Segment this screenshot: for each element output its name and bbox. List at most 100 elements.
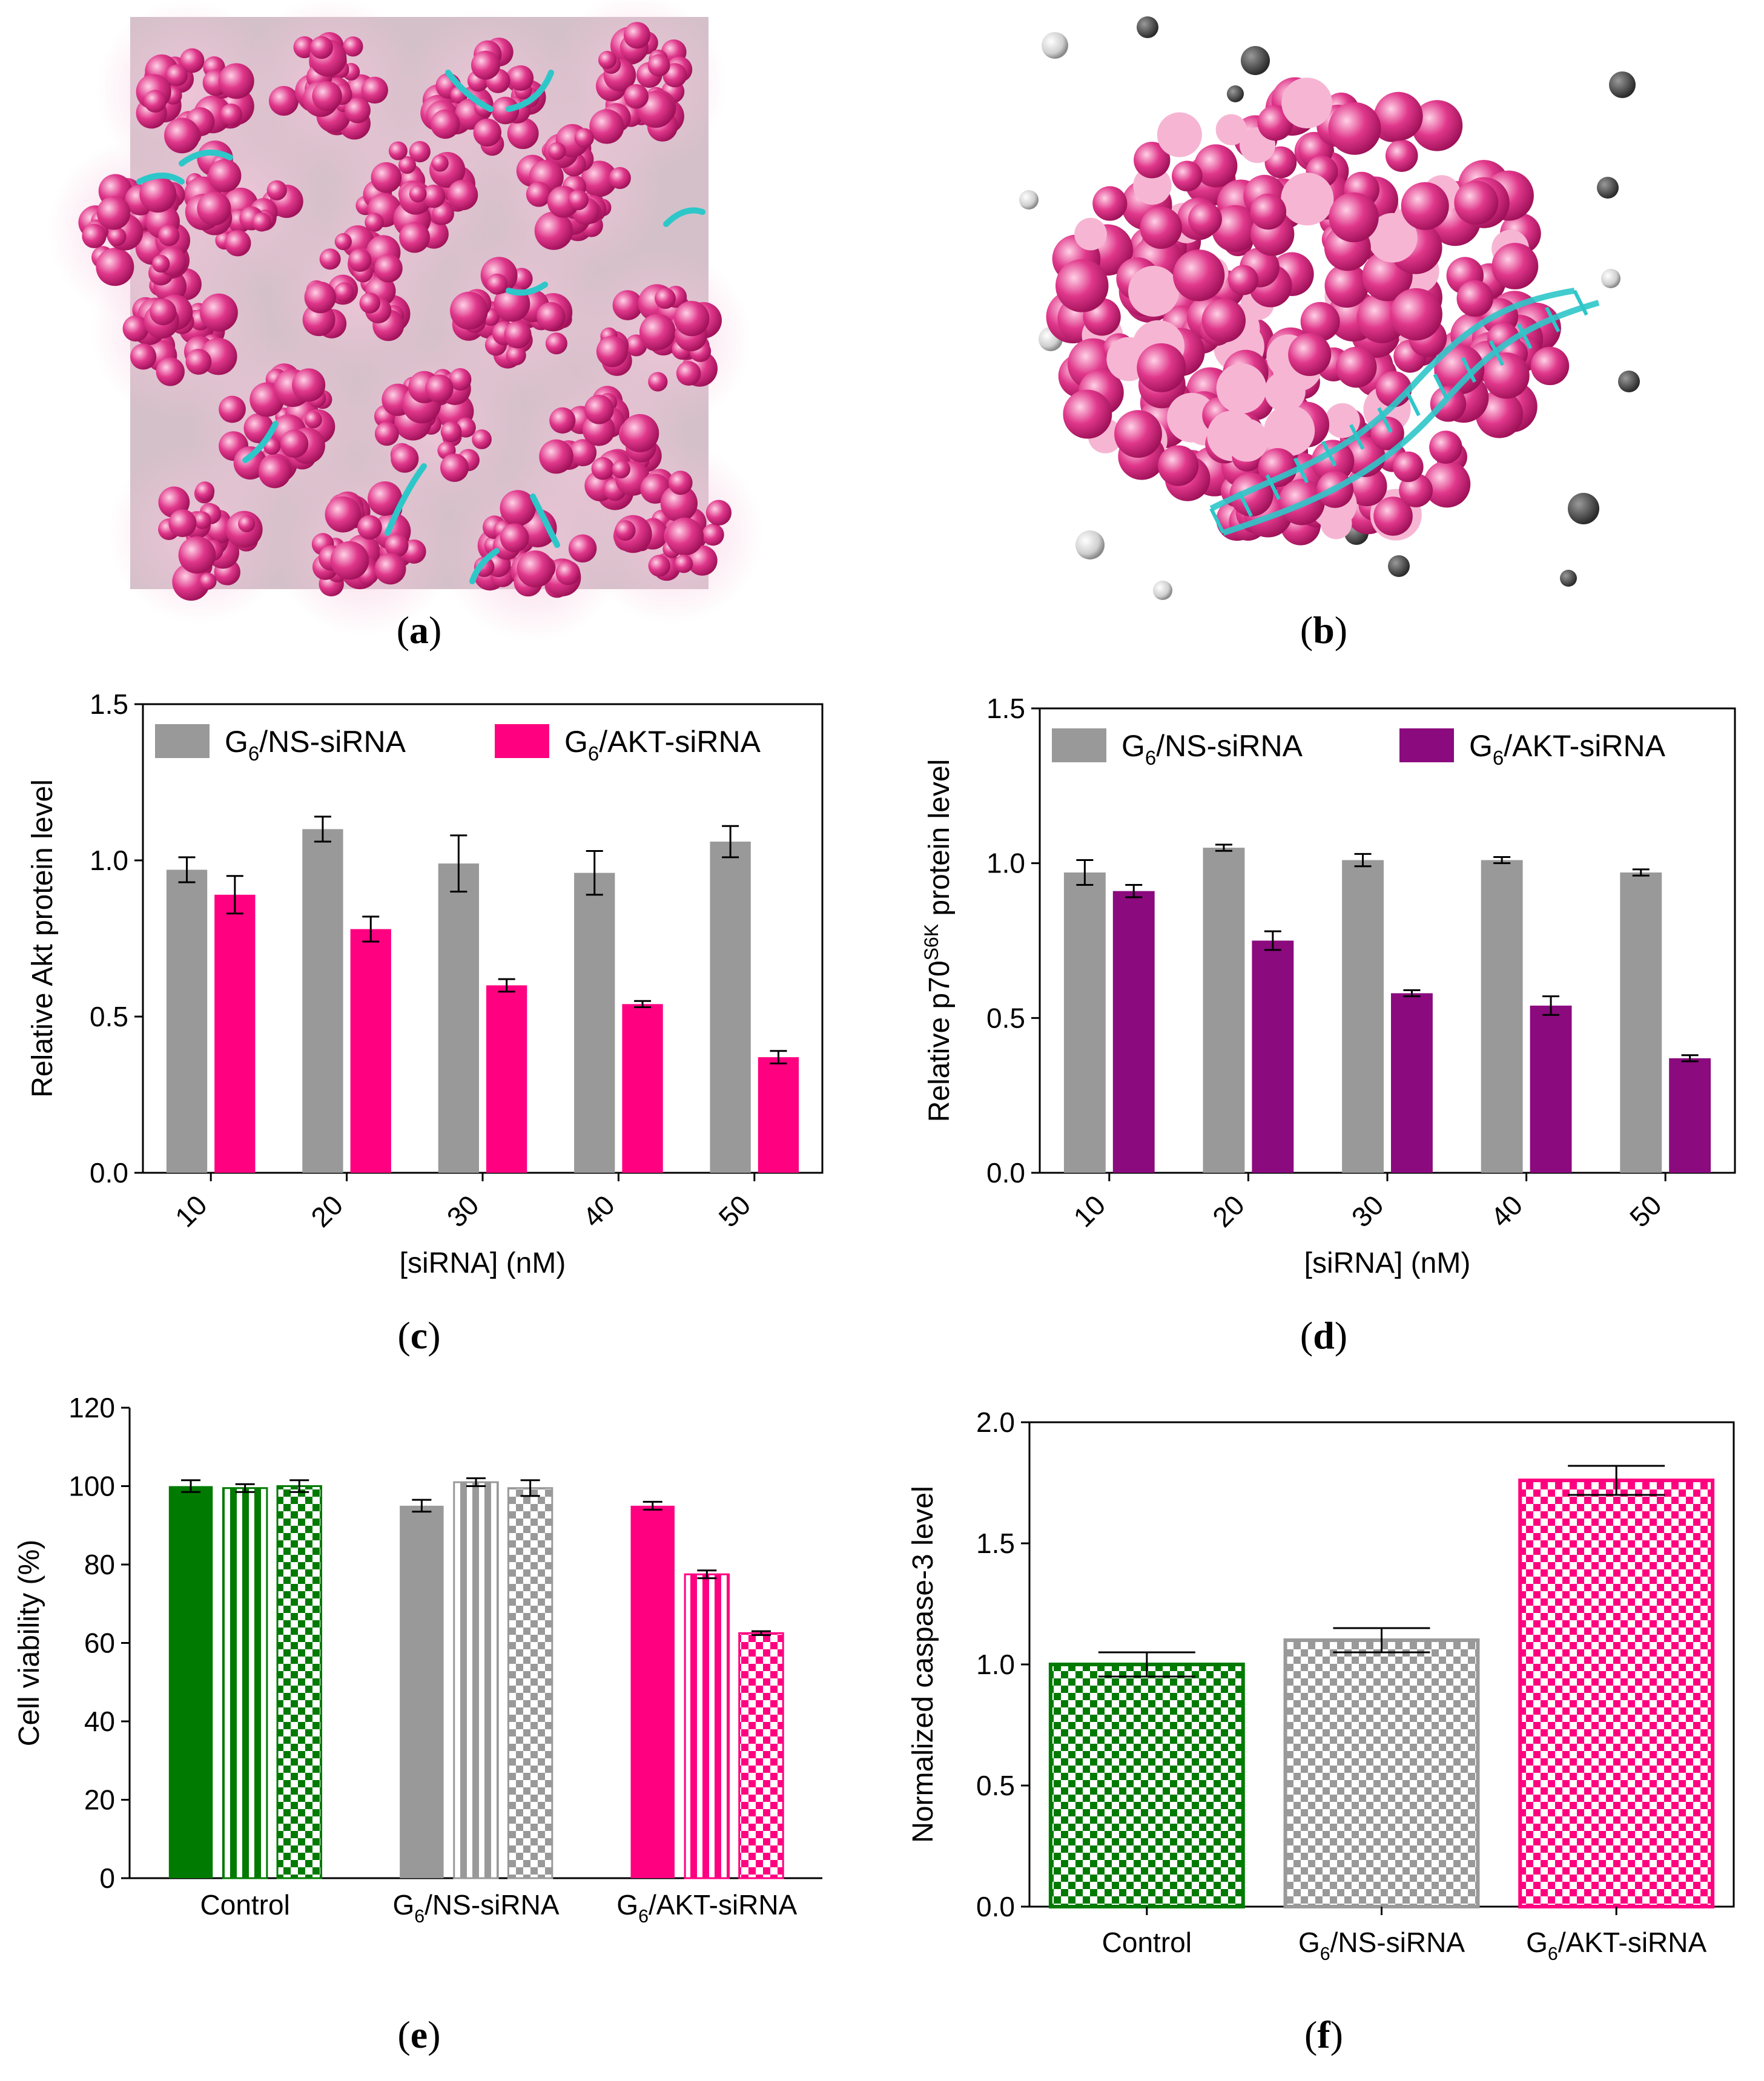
dendrimer-bead xyxy=(584,394,614,424)
sirna-base-pair xyxy=(1377,407,1393,434)
bar-akt-sirna-20 xyxy=(350,929,391,1173)
panel-label-b-letter: b xyxy=(1313,608,1335,651)
counter-ion-sphere xyxy=(1075,530,1105,559)
panel-label-f-letter: f xyxy=(1317,2013,1330,2056)
dendrimer-bead xyxy=(409,185,427,203)
dendrimer-bead xyxy=(238,515,256,533)
dendrimer-bead xyxy=(399,222,430,253)
dendrimer-bead xyxy=(292,368,326,402)
dendrimer-bead xyxy=(598,50,616,69)
xtick-label-g6-ns-sirna: G6/NS-siRNA xyxy=(1298,1927,1465,1964)
xtick-label-g6-akt-sirna-prefix: G xyxy=(1526,1927,1548,1958)
dendrimer-bead xyxy=(233,446,267,480)
error-bar-ns-sirna-50 xyxy=(1632,868,1650,877)
dendrimer-bead xyxy=(293,36,315,59)
dendrimer-bead xyxy=(305,411,322,429)
xtick-label-50: 50 xyxy=(712,1189,756,1233)
error-bar-ns-sirna-30 xyxy=(1354,853,1372,868)
dendrimer-bead xyxy=(1264,371,1306,412)
bar-akt-sirna-40 xyxy=(622,1004,663,1173)
sirna-base-pair xyxy=(1545,306,1561,333)
y-axis-label-tail: protein level xyxy=(923,759,956,924)
bar-ns-sirna-50 xyxy=(710,842,751,1173)
counter-ion-sphere xyxy=(1042,32,1068,59)
bar-ns-sirna-10 xyxy=(166,869,208,1173)
bar-g6-akt-sirna-stripes xyxy=(684,1573,730,1879)
counter-ion-sphere xyxy=(1601,269,1620,288)
dendrimer-bead xyxy=(219,395,246,423)
xtick-label-g6-ns-sirna-suffix: /NS-siRNA xyxy=(1330,1927,1465,1958)
dendrimer-bead xyxy=(623,22,651,49)
sirna-strand xyxy=(445,70,494,112)
sirna-strand xyxy=(663,207,705,227)
dendrimer-bead xyxy=(504,321,532,349)
legend-label-ns-sirna-suffix: /NS-siRNA xyxy=(259,725,406,759)
dendrimer-bead xyxy=(647,54,670,77)
dendrimer-bead xyxy=(1393,451,1424,483)
counter-ion-sphere xyxy=(1388,555,1410,577)
dendrimer-bead xyxy=(1055,259,1109,312)
dendrimer-bead xyxy=(486,273,508,295)
dendrimer-bead xyxy=(1434,344,1485,395)
dendrimer-bead xyxy=(705,500,732,526)
y-axis-label-base: Relative p70 xyxy=(923,960,956,1122)
dendrimer-bead xyxy=(374,254,403,283)
dendrimer-bead xyxy=(1133,166,1172,205)
dendrimer-bead xyxy=(425,374,454,403)
xtick-label-10: 10 xyxy=(1067,1189,1111,1233)
sirna-base-pair xyxy=(1488,340,1505,366)
panel-label-c-letter: c xyxy=(411,1314,428,1357)
error-bar-stripes xyxy=(697,1569,717,1580)
dendrimer-bead xyxy=(702,523,724,546)
dendrimer-bead xyxy=(385,533,409,558)
dendrimer-bead xyxy=(218,63,254,99)
dendrimer-bead xyxy=(200,293,238,332)
dendrimer-bead xyxy=(660,484,698,522)
dendrimer-bead xyxy=(687,545,718,576)
error-bar-checker xyxy=(289,1479,309,1493)
dendrimer-cluster xyxy=(183,140,303,257)
legend-label-ns-sirna-sub: 6 xyxy=(1145,747,1156,769)
dendrimer-bead xyxy=(612,460,630,479)
dendrimer-bead xyxy=(1216,363,1267,414)
dendrimer-bead xyxy=(674,554,693,573)
error-bar-g6-ns-sirna xyxy=(1333,1627,1430,1654)
dendrimer-bead xyxy=(1225,418,1269,462)
dendrimer-bead xyxy=(280,429,309,458)
legend-label-akt-sirna: G6/AKT-siRNA xyxy=(564,725,761,765)
dendrimer-bead xyxy=(391,444,419,473)
error-bar-ns-sirna-10 xyxy=(178,856,196,883)
dendrimer-bead xyxy=(1250,193,1287,230)
d-ytick-label: 0.0 xyxy=(986,1157,1025,1189)
error-bar-checker xyxy=(520,1479,540,1497)
dendrimer-bead xyxy=(545,332,567,355)
dendrimer-bead xyxy=(144,90,167,113)
error-bar-ns-sirna-10 xyxy=(1076,859,1094,886)
dendrimer-bead xyxy=(1074,217,1107,251)
error-bar-akt-sirna-30 xyxy=(1403,989,1421,998)
dendrimer-bead xyxy=(612,290,643,320)
dendrimer-bead xyxy=(208,159,242,193)
dendrimer-bead xyxy=(334,282,354,302)
dendrimer-bead xyxy=(1370,417,1404,450)
dendrimer-bead xyxy=(1429,430,1462,464)
sirna-base-pair xyxy=(1321,440,1337,467)
xtick-label-g6-akt-sirna-suffix: /AKT-siRNA xyxy=(649,1889,798,1921)
dendrimer-body xyxy=(1046,77,1570,546)
bar-akt-sirna-10 xyxy=(214,894,256,1173)
legend-label-ns-sirna: G6/NS-siRNA xyxy=(1121,729,1303,769)
dendrimer-bead xyxy=(432,202,454,225)
y-axis-label: Cell viability (%) xyxy=(13,1540,45,1746)
dendrimer-bead xyxy=(388,141,408,160)
counter-ion-sphere xyxy=(1227,85,1244,102)
panel-label-c: (c) xyxy=(397,1314,440,1357)
dendrimer-bead xyxy=(440,453,469,482)
dendrimer-bead xyxy=(674,300,710,337)
bar-control-solid xyxy=(168,1486,213,1878)
dendrimer-bead xyxy=(258,455,291,489)
dendrimer-bead xyxy=(1373,496,1413,536)
sirna-base-pair xyxy=(1237,490,1253,517)
dendrimer-bead xyxy=(96,196,131,230)
